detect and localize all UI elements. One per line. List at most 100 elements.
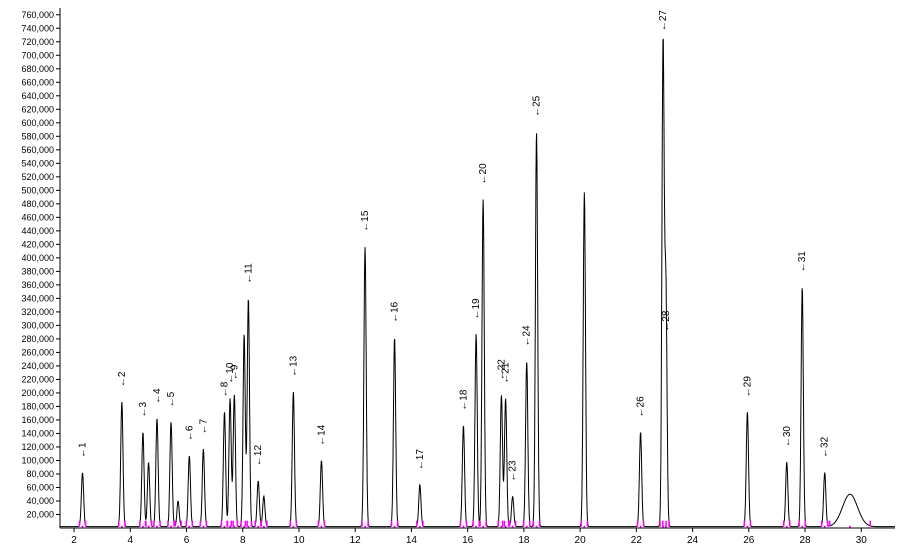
peak-label: ←24 <box>522 325 533 347</box>
peak-label: ←29 <box>742 376 753 398</box>
y-tick-label: 100,000 <box>21 455 54 465</box>
y-tick-label: 460,000 <box>21 212 54 222</box>
y-tick-label: 180,000 <box>21 401 54 411</box>
y-tick-label: 140,000 <box>21 428 54 438</box>
peak-label: ←3 <box>138 401 149 417</box>
peak-label: ←31 <box>797 251 808 273</box>
peak-label: ←26 <box>636 396 647 418</box>
x-tick-label: 16 <box>462 535 474 546</box>
svg-text:←12: ←12 <box>253 445 264 467</box>
svg-text:←7: ←7 <box>198 418 209 434</box>
y-tick-label: 580,000 <box>21 131 54 141</box>
y-tick-label: 60,000 <box>26 482 54 492</box>
y-tick-label: 40,000 <box>26 496 54 506</box>
y-tick-label: 200,000 <box>21 388 54 398</box>
peak-label: ←23 <box>508 460 519 482</box>
y-tick-label: 700,000 <box>21 50 54 60</box>
chromatogram-chart: 20,00040,00060,00080,000100,000120,00014… <box>0 0 900 547</box>
y-tick-label: 80,000 <box>26 469 54 479</box>
peak-label: ←20 <box>478 163 489 185</box>
svg-text:←27: ←27 <box>658 10 669 32</box>
y-tick-label: 600,000 <box>21 118 54 128</box>
x-tick-label: 20 <box>575 535 587 546</box>
y-tick-label: 420,000 <box>21 239 54 249</box>
y-tick-label: 280,000 <box>21 334 54 344</box>
y-tick-label: 660,000 <box>21 77 54 87</box>
x-tick-label: 30 <box>856 535 868 546</box>
svg-text:←6: ←6 <box>184 425 195 441</box>
svg-text:←23: ←23 <box>508 460 519 482</box>
peak-label: ←32 <box>820 436 831 458</box>
y-tick-label: 540,000 <box>21 158 54 168</box>
x-tick-label: 28 <box>799 535 811 546</box>
peak-label: ←6 <box>184 425 195 441</box>
x-tick-label: 18 <box>518 535 530 546</box>
y-tick-label: 300,000 <box>21 320 54 330</box>
peak-label: ←22 <box>496 359 507 381</box>
peak-label: ←30 <box>782 426 793 448</box>
svg-text:←22: ←22 <box>496 359 507 381</box>
x-tick-label: 6 <box>184 535 190 546</box>
y-tick-label: 500,000 <box>21 185 54 195</box>
svg-text:←25: ←25 <box>532 95 543 117</box>
peak-label: ←16 <box>390 301 401 323</box>
peak-label: ←17 <box>415 449 426 471</box>
y-tick-label: 520,000 <box>21 172 54 182</box>
peak-label: ←27 <box>658 10 669 32</box>
y-tick-label: 640,000 <box>21 91 54 101</box>
y-tick-label: 740,000 <box>21 23 54 33</box>
svg-text:←16: ←16 <box>390 301 401 323</box>
x-tick-label: 22 <box>631 535 643 546</box>
svg-text:←30: ←30 <box>782 426 793 448</box>
x-tick-label: 12 <box>350 535 362 546</box>
svg-text:←18: ←18 <box>458 389 469 411</box>
svg-text:←26: ←26 <box>636 396 647 418</box>
svg-text:←10: ←10 <box>225 362 236 384</box>
peak-label: ←13 <box>288 355 299 377</box>
y-tick-label: 160,000 <box>21 415 54 425</box>
svg-text:←29: ←29 <box>742 376 753 398</box>
svg-text:←31: ←31 <box>797 251 808 273</box>
y-tick-label: 120,000 <box>21 442 54 452</box>
peak-label: ←28 <box>661 310 672 332</box>
y-tick-label: 360,000 <box>21 280 54 290</box>
svg-text:←15: ←15 <box>360 210 371 232</box>
svg-text:←1: ←1 <box>77 442 88 458</box>
svg-text:←32: ←32 <box>820 436 831 458</box>
peak-label: ←14 <box>316 424 327 446</box>
x-tick-label: 10 <box>293 535 305 546</box>
y-tick-label: 620,000 <box>21 104 54 114</box>
y-tick-label: 220,000 <box>21 374 54 384</box>
peak-label: ←10 <box>225 362 236 384</box>
y-tick-label: 680,000 <box>21 64 54 74</box>
peak-label: ←12 <box>253 445 264 467</box>
svg-text:←14: ←14 <box>316 424 327 446</box>
y-tick-label: 560,000 <box>21 145 54 155</box>
peak-label: ←15 <box>360 210 371 232</box>
y-tick-label: 240,000 <box>21 361 54 371</box>
x-tick-label: 26 <box>743 535 755 546</box>
peak-label: ←1 <box>77 442 88 458</box>
x-tick-label: 14 <box>406 535 418 546</box>
svg-text:←13: ←13 <box>288 355 299 377</box>
svg-text:←2: ←2 <box>117 371 128 387</box>
peak-label: ←7 <box>198 418 209 434</box>
y-tick-label: 340,000 <box>21 293 54 303</box>
y-tick-label: 380,000 <box>21 266 54 276</box>
svg-text:←5: ←5 <box>166 391 177 407</box>
peak-label: ←25 <box>532 95 543 117</box>
svg-text:←3: ←3 <box>138 401 149 417</box>
peak-label: ←2 <box>117 371 128 387</box>
svg-text:←11: ←11 <box>243 263 254 284</box>
x-tick-label: 8 <box>240 535 246 546</box>
svg-text:←28: ←28 <box>661 310 672 332</box>
x-tick-label: 24 <box>687 535 699 546</box>
svg-text:←17: ←17 <box>415 449 426 471</box>
svg-text:←4: ←4 <box>152 388 163 404</box>
y-tick-label: 260,000 <box>21 347 54 357</box>
peak-label: ←18 <box>458 389 469 411</box>
x-tick-label: 4 <box>128 535 134 546</box>
svg-text:←20: ←20 <box>478 163 489 185</box>
peak-label: ←5 <box>166 391 177 407</box>
peak-label: ←19 <box>471 298 482 320</box>
